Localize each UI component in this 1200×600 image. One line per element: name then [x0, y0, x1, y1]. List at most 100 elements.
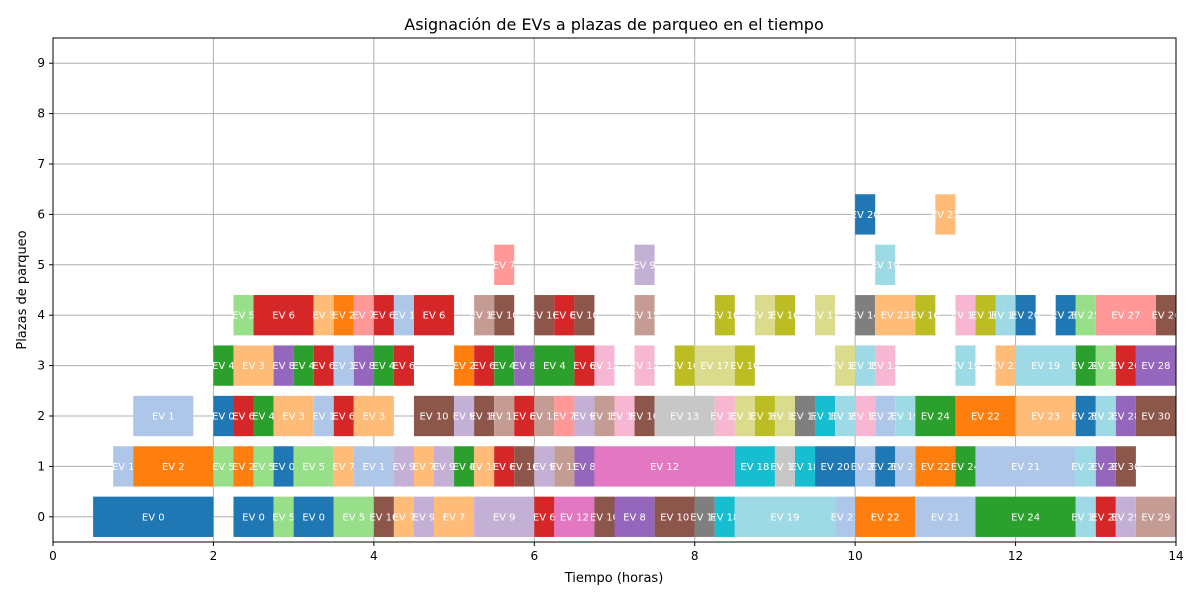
x-tick-label: 6	[530, 549, 538, 563]
bar-label: EV 19	[1071, 512, 1100, 523]
bar-label: EV 7	[352, 311, 375, 322]
gantt-bar	[855, 446, 876, 487]
gantt-bar	[734, 395, 755, 437]
gantt-bar	[213, 446, 234, 487]
gantt-bar	[714, 295, 735, 336]
bar-label: EV 6	[312, 361, 335, 372]
gantt-bar	[594, 446, 735, 487]
bar-label: EV 17	[811, 311, 840, 322]
bar-label: EV 6	[473, 361, 496, 372]
gantt-bar	[794, 446, 816, 487]
bar-label: EV 2	[232, 462, 255, 473]
gantt-bar	[293, 345, 314, 386]
gantt-bar	[333, 295, 354, 336]
gantt-bar	[1095, 395, 1116, 437]
gantt-bar	[413, 395, 455, 437]
gantt-bar	[955, 395, 1016, 437]
bar-label: EV 9	[393, 462, 416, 473]
x-axis-label: Tiempo (horas)	[564, 571, 664, 586]
gantt-bar	[634, 395, 655, 437]
gantt-bar	[955, 345, 976, 386]
bar-label: EV 7	[413, 462, 436, 473]
gantt-bar	[1095, 295, 1156, 336]
gantt-bar	[454, 395, 475, 437]
gantt-bar	[895, 446, 916, 487]
bar-label: EV 8	[272, 361, 295, 372]
bar-label: EV 19	[951, 361, 980, 372]
bar-label: EV 21	[831, 512, 860, 523]
gantt-bar	[494, 295, 515, 336]
bar-label: EV 6	[232, 412, 255, 423]
bar-label: EV 7	[332, 462, 355, 473]
bar-label: EV 7	[493, 260, 516, 271]
gantt-bar	[93, 496, 214, 537]
gantt-bar	[574, 295, 595, 336]
bar-label: EV 5	[302, 462, 325, 473]
gantt-bar	[333, 395, 354, 437]
gantt-bar	[774, 395, 795, 437]
gantt-bar	[1115, 345, 1136, 386]
x-tick-label: 4	[370, 549, 378, 563]
bar-label: EV 3	[242, 361, 265, 372]
gantt-bar	[434, 496, 475, 537]
bar-label: EV 20	[871, 462, 900, 473]
bar-label: EV 1	[393, 311, 416, 322]
bar-label: EV 8	[352, 361, 375, 372]
bar-label: EV 21	[891, 462, 920, 473]
gantt-bar	[233, 395, 254, 437]
gantt-bar	[1095, 446, 1116, 487]
gantt-bar	[1075, 496, 1096, 537]
gantt-bar	[133, 395, 194, 437]
bar-label: EV 30	[1111, 462, 1140, 473]
bar-label: EV 1	[332, 361, 355, 372]
bar-label: EV 6	[573, 361, 596, 372]
bar-label: EV 4	[212, 361, 235, 372]
bar-label: EV 4	[373, 361, 396, 372]
bar-label: EV 0	[272, 462, 295, 473]
plot-frame	[52, 37, 1177, 543]
bar-label: EV 5	[232, 311, 255, 322]
bar-label: EV 15	[550, 462, 579, 473]
bar-label: EV 10	[470, 412, 499, 423]
bar-label: EV 20	[821, 462, 850, 473]
bar-label: EV 17	[831, 361, 860, 372]
bar-label: EV 0	[242, 512, 265, 523]
bar-label: EV 12	[710, 412, 739, 423]
bar-label: EV 12	[951, 311, 980, 322]
gantt-bar	[554, 496, 595, 537]
gantt-bar	[794, 395, 816, 437]
gantt-bar	[654, 395, 715, 437]
gantt-bar	[915, 295, 936, 336]
bar-label: EV 6	[513, 412, 536, 423]
bar-label: EV 23	[991, 361, 1020, 372]
gantt-bar	[1075, 446, 1096, 487]
bar-label: EV 8	[573, 462, 596, 473]
bar-label: EV 12	[630, 361, 659, 372]
bar-label: EV 9	[493, 512, 516, 523]
bar-label: EV 22	[871, 512, 900, 523]
gantt-bar	[474, 295, 495, 336]
gantt-bar	[1135, 496, 1176, 537]
bar-label: EV 13	[770, 462, 799, 473]
bar-label: EV 21	[931, 512, 960, 523]
gantt-bar	[273, 345, 294, 386]
bar-label: EV 15	[590, 412, 619, 423]
bar-label: EV 5	[212, 462, 235, 473]
gantt-bar	[875, 295, 916, 336]
gantt-bar	[293, 446, 334, 487]
gantt-bar	[1115, 446, 1136, 487]
bar-label: EV 16	[670, 361, 699, 372]
gantt-bar	[474, 446, 495, 487]
bar-label: EV 22	[921, 462, 950, 473]
bar-label: EV 10	[660, 512, 689, 523]
bar-label: EV 27	[1091, 412, 1120, 423]
gantt-bar	[1015, 345, 1076, 386]
bar-label: EV 30	[1141, 412, 1170, 423]
gantt-bar	[454, 446, 475, 487]
gantt-bar	[734, 446, 775, 487]
gantt-bar	[975, 496, 1076, 537]
x-tick-label: 14	[1168, 549, 1183, 563]
y-tick-label: 5	[37, 258, 45, 272]
bar-label: EV 25	[1091, 361, 1120, 372]
